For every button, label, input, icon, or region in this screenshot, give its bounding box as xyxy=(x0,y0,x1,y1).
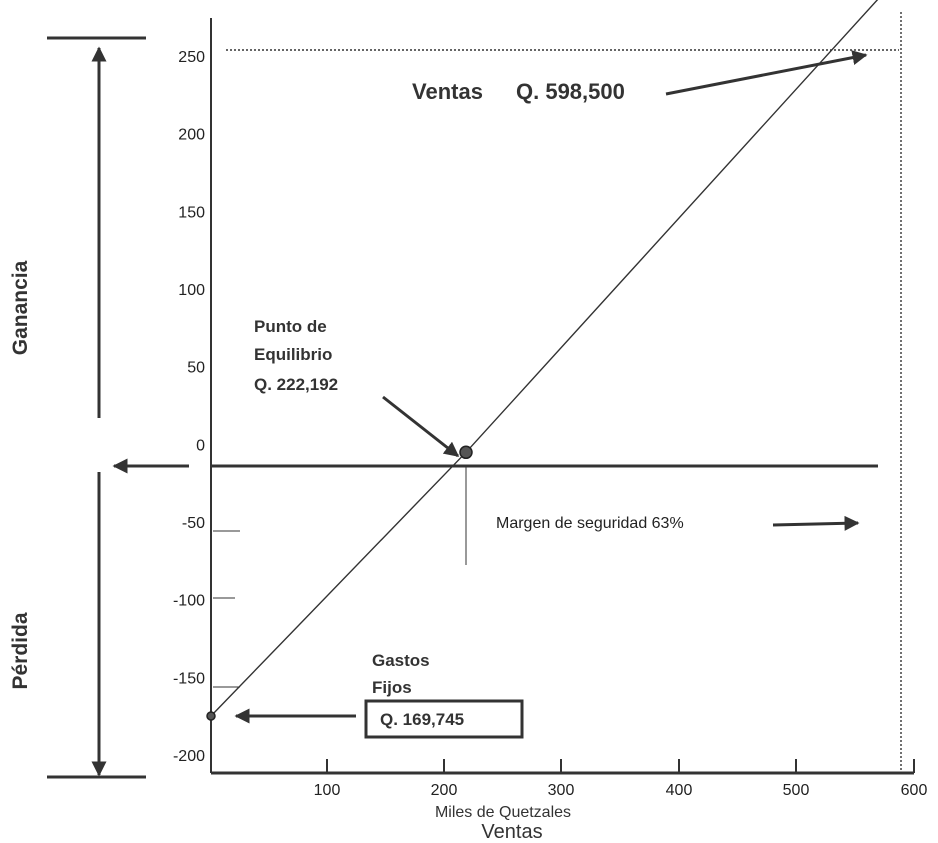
x-tick-label: 200 xyxy=(431,782,458,799)
y-tick-label: -200 xyxy=(173,748,205,765)
gastos-value: Q. 169,745 xyxy=(380,710,464,729)
y-tick-label: 100 xyxy=(178,282,205,299)
y-tick-label: -50 xyxy=(182,515,205,532)
x-axis-label: Miles de Quetzales xyxy=(435,804,571,821)
y-tick-label: -150 xyxy=(173,670,205,687)
y-tick-label: 200 xyxy=(178,127,205,144)
y-tick-group: 300250200150100500-50-100-150-200 xyxy=(173,49,205,765)
x-tick-group: 100 200 300 400 500 600 xyxy=(314,759,928,799)
equilibrio-arrow xyxy=(382,395,460,458)
equilibrio-label-line1: Punto de xyxy=(254,317,327,336)
ventas-label: Ventas xyxy=(412,79,483,104)
data-point xyxy=(206,711,216,721)
perdida-label: Pérdida xyxy=(9,612,32,689)
x-tick-label: 300 xyxy=(548,782,575,799)
y-tick-label: 50 xyxy=(187,360,205,377)
ventas-value: Q. 598,500 xyxy=(516,79,625,104)
x-axis-label-secondary: Ventas xyxy=(481,821,542,843)
data-point xyxy=(459,445,473,460)
gastos-value-box xyxy=(364,699,524,739)
x-tick-label: 400 xyxy=(666,782,693,799)
x-tick-label: 100 xyxy=(314,782,341,799)
ganancia-label: Ganancia xyxy=(9,260,32,355)
margen-arrow xyxy=(772,515,860,531)
x-tick-label: 500 xyxy=(783,782,810,799)
gastos-label-line2: Fijos xyxy=(372,678,412,697)
equilibrio-value: Q. 222,192 xyxy=(254,375,338,394)
margen-label: Margen de seguridad 63% xyxy=(496,515,684,532)
y-tick-label: 0 xyxy=(196,437,205,454)
y-tick-label: 250 xyxy=(178,49,205,66)
equilibrio-label-line2: Equilibrio xyxy=(254,345,332,364)
y-tick-label: 150 xyxy=(178,204,205,221)
y-tick-label: -100 xyxy=(173,593,205,610)
point-layer xyxy=(206,445,473,721)
x-tick-label: 600 xyxy=(901,782,928,799)
ventas-arrow xyxy=(665,50,868,96)
gastos-label-line1: Gastos xyxy=(372,651,430,670)
